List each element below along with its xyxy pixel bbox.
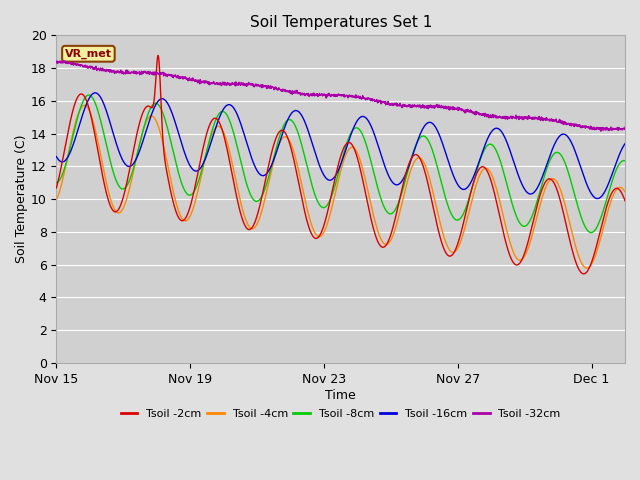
X-axis label: Time: Time bbox=[325, 388, 356, 402]
Title: Soil Temperatures Set 1: Soil Temperatures Set 1 bbox=[250, 15, 432, 30]
Legend: Tsoil -2cm, Tsoil -4cm, Tsoil -8cm, Tsoil -16cm, Tsoil -32cm: Tsoil -2cm, Tsoil -4cm, Tsoil -8cm, Tsoi… bbox=[116, 404, 565, 423]
Text: VR_met: VR_met bbox=[65, 48, 112, 59]
Y-axis label: Soil Temperature (C): Soil Temperature (C) bbox=[15, 135, 28, 264]
